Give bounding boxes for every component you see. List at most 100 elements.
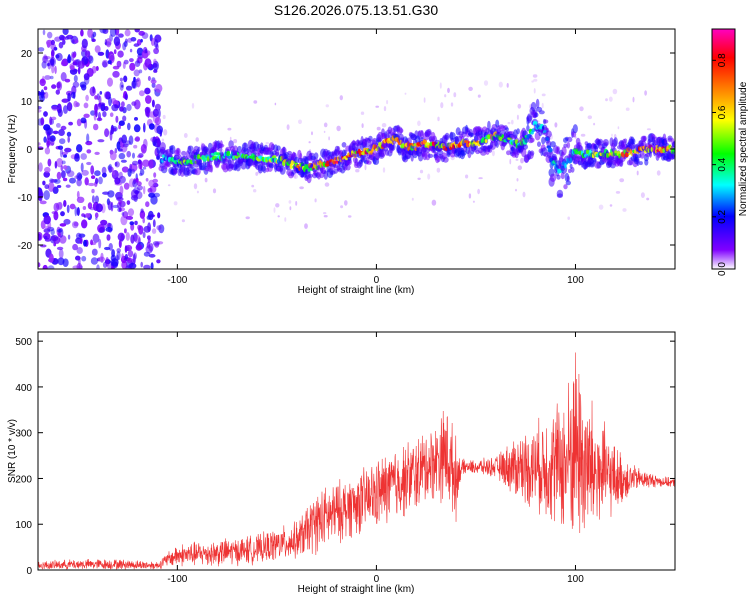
spectrogram-noise-blob: [444, 94, 447, 98]
spectrogram-ridge-halo: [671, 150, 675, 160]
spectrogram-noise-blob: [533, 88, 536, 94]
spectrogram-noise-blob: [143, 122, 146, 133]
spectrogram-noise-blob: [144, 106, 151, 114]
snr-y-label: SNR (10 * v/v): [7, 419, 18, 483]
spectrogram-ridge-halo: [572, 124, 578, 134]
spectrogram-noise-blob: [120, 215, 128, 226]
spectrogram-noise-blob: [118, 33, 124, 38]
spectrogram-noise-blob: [419, 169, 424, 174]
snr-frame: [37, 331, 676, 571]
spectrogram-noise-blob: [117, 207, 122, 213]
spectrogram-noise-blob: [531, 80, 534, 83]
spectrogram-noise-blob: [42, 29, 46, 36]
spectrogram-noise-blob: [80, 117, 87, 124]
spectrogram-noise-blob: [127, 257, 133, 264]
spectrogram-noise-blob: [134, 220, 138, 226]
spectrogram-ridge-cell: [547, 147, 553, 153]
spectrogram-noise-blob: [265, 141, 269, 145]
spectrogram-noise-blob: [609, 204, 613, 207]
snr-x-label: Height of straight line (km): [298, 584, 415, 595]
spectrogram-noise-blob: [477, 188, 480, 195]
spectrogram-noise-blob: [60, 72, 67, 82]
spectrogram-noise-blob: [109, 151, 117, 161]
spectrogram-ridge-halo: [538, 110, 545, 115]
spectrogram-ridge-halo: [495, 140, 500, 148]
spectrogram-noise-blob: [323, 215, 328, 218]
spectrogram-noise-blob: [76, 190, 80, 199]
spectrogram-noise-blob: [105, 38, 112, 48]
spectrogram-noise-blob: [59, 148, 64, 158]
spectrogram-noise-blob: [277, 215, 280, 218]
spectrogram-ridge-halo: [545, 130, 552, 138]
spectrogram-noise-blob: [158, 224, 165, 234]
spectrogram-noise-blob: [323, 130, 326, 133]
spectrogram-noise-blob: [364, 164, 367, 171]
spectrogram-noise-blob: [533, 78, 538, 82]
spectrogram-noise-blob: [139, 210, 146, 219]
spectrogram-noise-blob: [38, 142, 41, 146]
spectrogram-noise-blob: [99, 91, 103, 95]
spectrogram-noise-blob: [66, 170, 75, 178]
spectrogram-noise-blob: [43, 111, 48, 117]
spectrogram-noise-blob: [404, 92, 407, 95]
spectrogram-noise-blob: [150, 262, 154, 269]
spectrogram-noise-blob: [431, 199, 437, 206]
spectrogram-noise-blob: [66, 131, 72, 137]
spectrogram-ridge-halo: [436, 150, 444, 156]
spectrogram-noise-blob: [129, 62, 136, 71]
spectrogram-noise-blob: [517, 165, 522, 170]
spectrogram-noise-blob: [126, 200, 131, 206]
spectrogram-noise-blob: [181, 219, 185, 223]
spectrogram-noise-blob: [148, 192, 156, 198]
spectrogram-noise-blob: [183, 133, 188, 138]
spectrogram-noise-blob: [109, 55, 115, 62]
snr-y-tick-label: 100: [15, 520, 32, 531]
spectrogram-ridge-halo: [507, 131, 515, 136]
spectrogram-noise-blob: [450, 102, 454, 107]
spectrogram-ridge-halo: [521, 147, 527, 158]
spectrogram-noise-blob: [51, 84, 57, 89]
spectrogram-noise-blob: [43, 190, 50, 201]
spectrogram-noise-blob: [325, 104, 329, 108]
spectrogram-noise-blob: [288, 200, 292, 204]
spectrogram-noise-blob: [130, 223, 135, 231]
spectrogram-noise-blob: [155, 83, 163, 93]
spectrogram-noise-blob: [541, 102, 544, 109]
spectrogram-noise-blob: [39, 78, 46, 87]
spectrogram-noise-blob: [92, 233, 100, 243]
spectrogram-noise-blob: [125, 232, 130, 241]
spectrogram-noise-blob: [124, 228, 127, 234]
spectrogram-ridge-halo: [613, 137, 618, 147]
spectrogram-noise-blob: [115, 115, 119, 123]
spectrogram-noise-blob: [80, 29, 84, 37]
spectrogram-noise-blob: [114, 161, 120, 168]
spectrogram-noise-blob: [148, 253, 156, 258]
spectrogram-ridge-halo: [389, 142, 396, 151]
spectrogram-ridge-halo: [169, 144, 176, 155]
spectrogram-ridge-halo: [529, 137, 535, 143]
spectrogram-noise-blob: [204, 177, 208, 183]
spectrogram-noise-blob: [73, 75, 78, 83]
spectrogram-noise-blob: [43, 124, 51, 131]
spectrogram-noise-blob: [107, 201, 113, 211]
spectrogram-noise-blob: [80, 153, 87, 160]
spectrogram-noise-blob: [509, 158, 512, 165]
spectrogram-noise-blob: [148, 159, 154, 169]
spectrogram-noise-blob: [423, 97, 426, 103]
spectrogram-noise-blob: [143, 264, 151, 269]
spectrogram-noise-blob: [92, 31, 97, 38]
spectrogram-noise-blob: [39, 79, 46, 84]
spectrogram-noise-blob: [125, 265, 132, 269]
spectrogram-noise-blob: [63, 218, 71, 225]
spectrogram-noise-blob: [56, 171, 62, 180]
spectrogram-ridge-halo: [313, 152, 319, 160]
spectrogram-noise-blob: [62, 177, 68, 182]
spectrogram-noise-blob: [152, 219, 156, 228]
spectrogram-noise-blob: [125, 215, 134, 220]
spectrogram-ridge-halo: [644, 159, 649, 166]
spectrogram-noise-blob: [119, 77, 123, 82]
spectrogram-ridge-halo: [275, 148, 280, 157]
spectrogram-noise-blob: [72, 52, 76, 59]
